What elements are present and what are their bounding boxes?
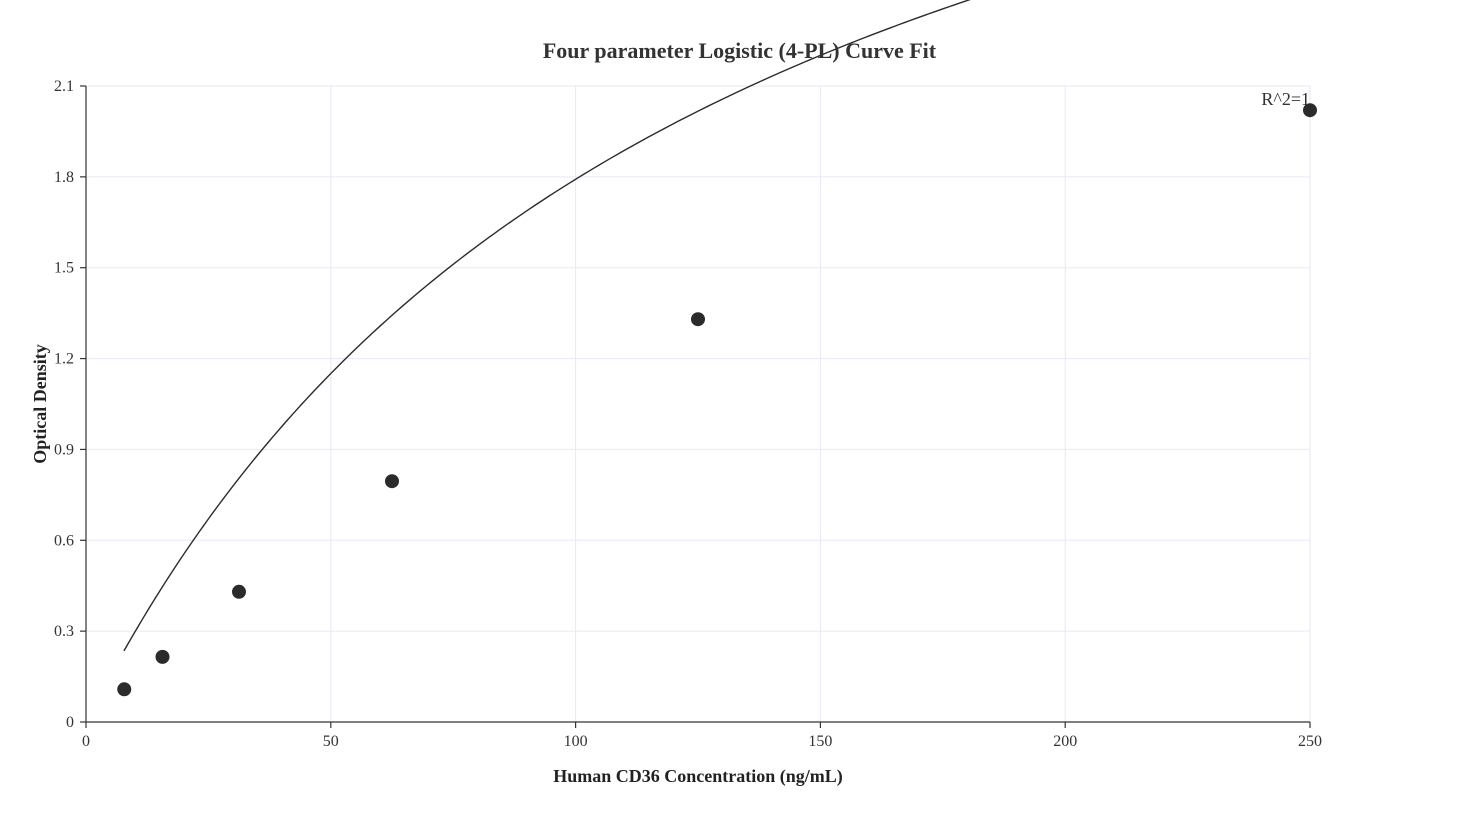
y-axis-label: Optical Density (30, 86, 51, 722)
y-tick-label: 0.6 (54, 532, 74, 549)
chart-title: Four parameter Logistic (4-PL) Curve Fit (0, 38, 1479, 64)
x-tick-label: 100 (564, 733, 588, 750)
data-point (156, 650, 170, 664)
x-tick-label: 50 (323, 733, 339, 750)
y-tick-label: 1.2 (54, 351, 74, 368)
y-tick-label: 1.5 (54, 260, 74, 277)
x-tick-label: 150 (808, 733, 832, 750)
data-point (117, 682, 131, 696)
x-tick-label: 250 (1298, 733, 1322, 750)
y-tick-label: 2.1 (54, 78, 74, 95)
y-tick-label: 1.8 (54, 169, 74, 186)
chart-plot: 0 50 100 150 200 250 0 0.3 0.6 0.9 1.2 1.5 1.8 2.1 (0, 0, 1479, 840)
y-tick-label: 0 (66, 714, 74, 731)
chart-container: Four parameter Logistic (4-PL) Curve Fit… (0, 0, 1479, 840)
x-axis-label: Human CD36 Concentration (ng/mL) (86, 766, 1310, 787)
x-tick-label: 200 (1053, 733, 1077, 750)
r-squared-annotation: R^2=1 (1261, 89, 1310, 110)
x-tick-label: 0 (82, 733, 90, 750)
data-point (232, 585, 246, 599)
data-point (385, 474, 399, 488)
y-tick-label: 0.3 (54, 623, 74, 640)
data-point (691, 312, 705, 326)
y-tick-label: 0.9 (54, 441, 74, 458)
